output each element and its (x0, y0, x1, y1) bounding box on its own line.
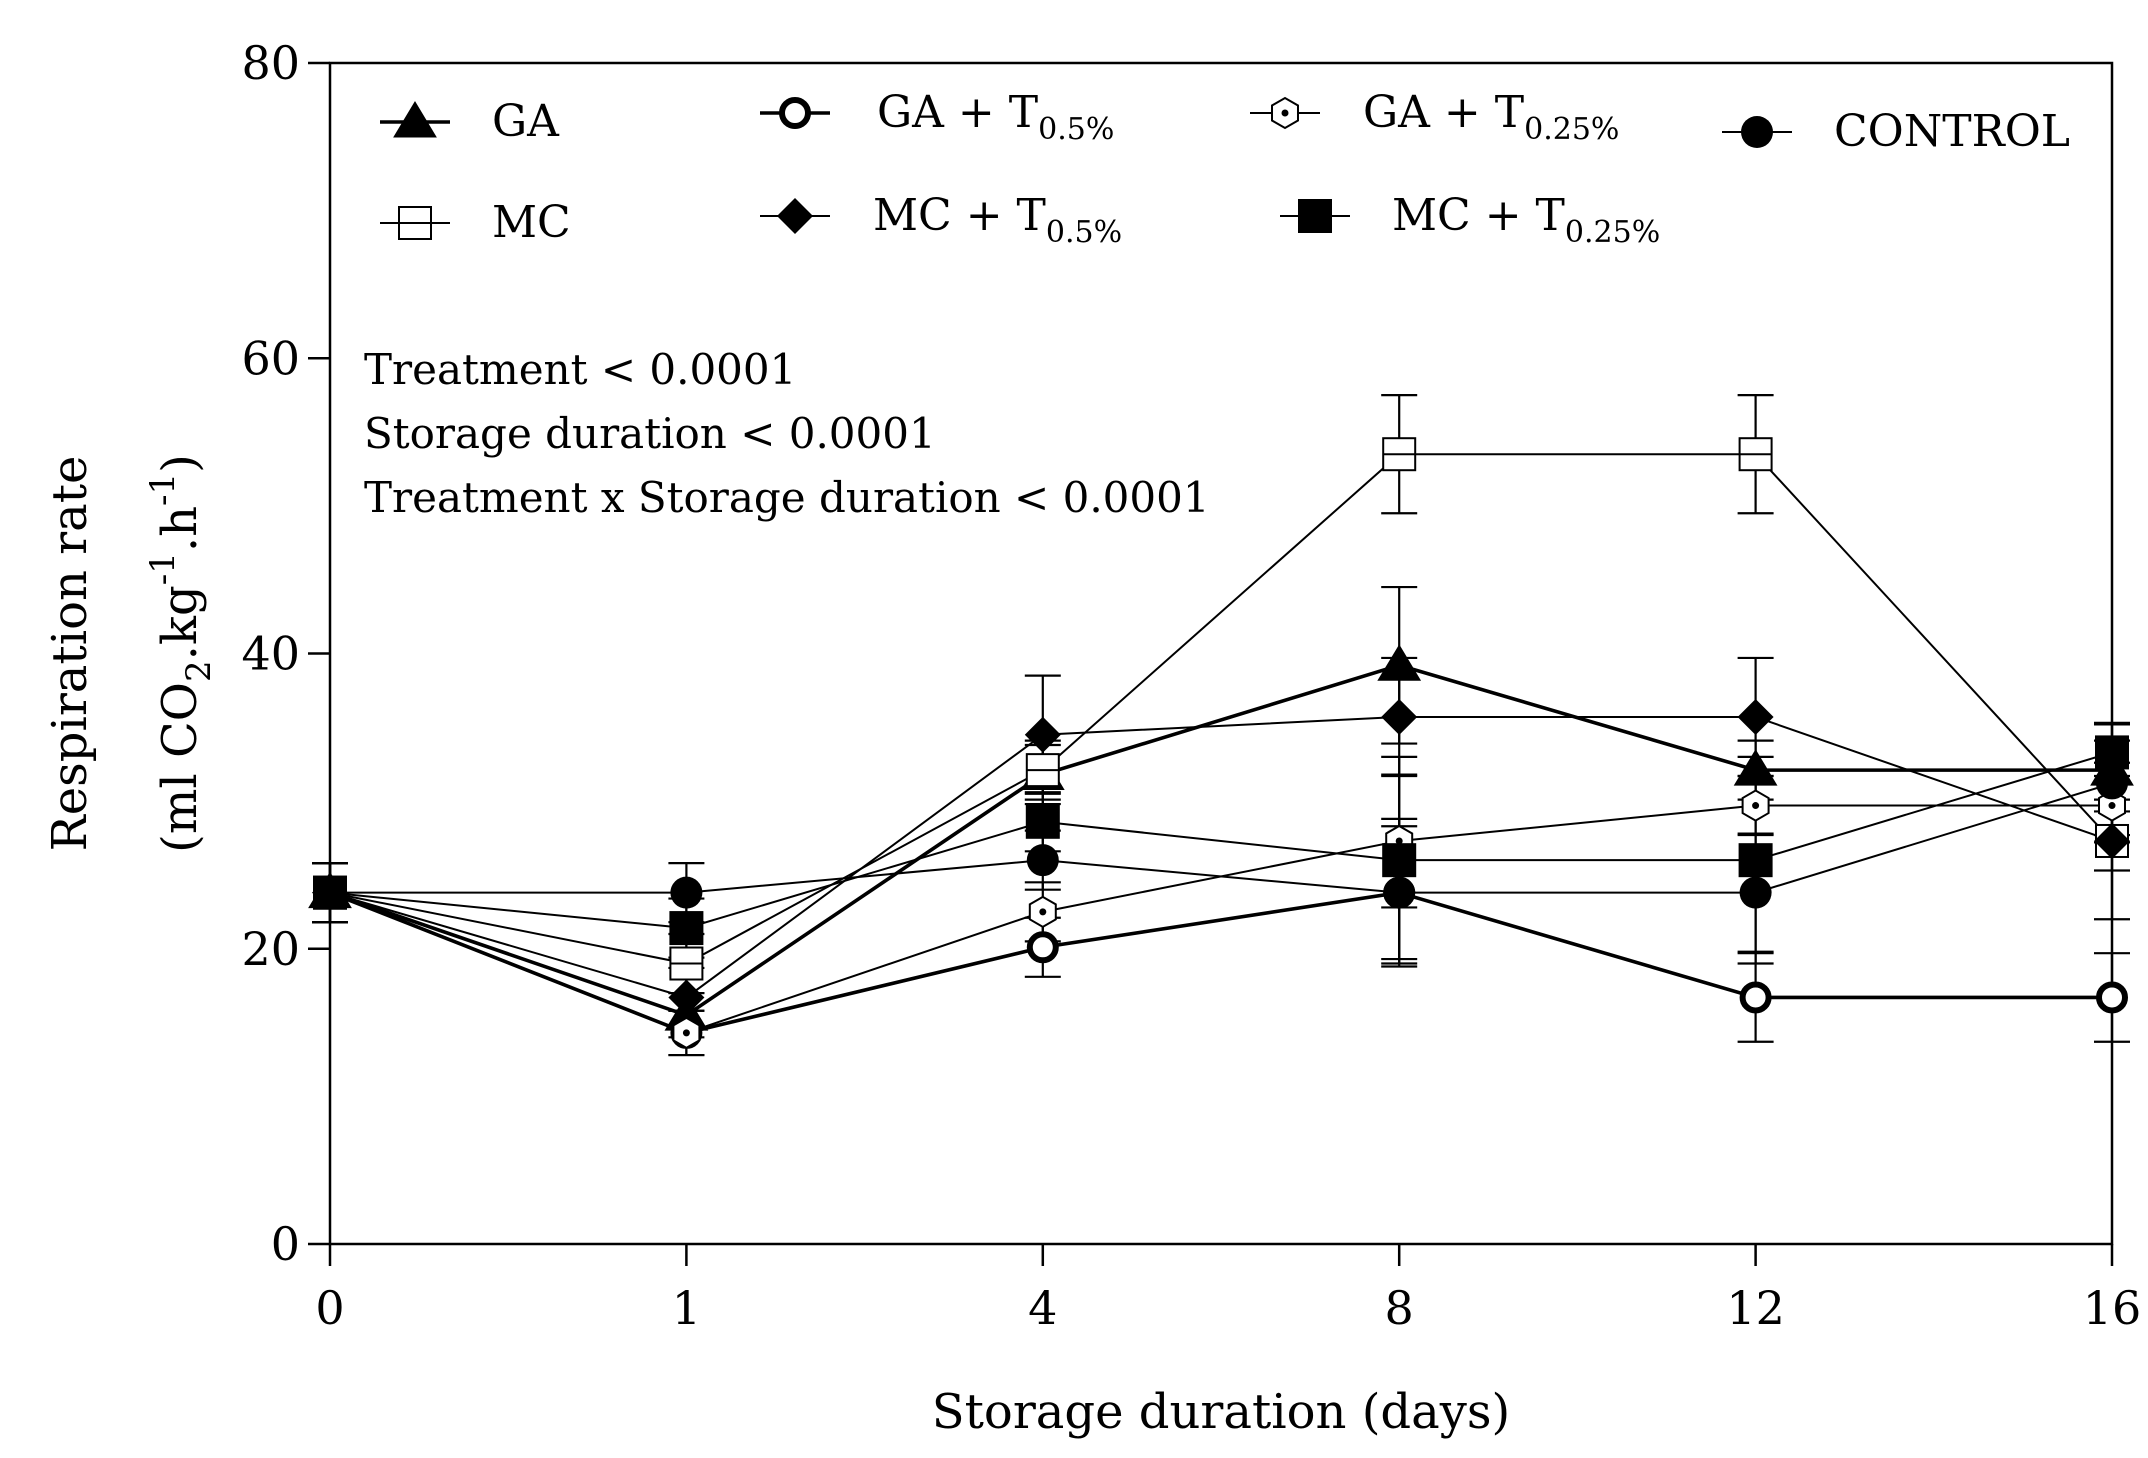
legend-item: MC (380, 197, 571, 248)
legend-label-main: CONTROL (1834, 106, 2070, 157)
legend-label-sub: 0.5% (1046, 215, 1122, 250)
legend-label: GA + T0.5% (877, 87, 1114, 147)
data-point (2094, 822, 2130, 859)
data-point (1739, 876, 1772, 909)
y-axis-unit-part: .h (152, 506, 208, 552)
series-markers-3 (314, 767, 2128, 909)
data-point (1026, 844, 1059, 877)
legend-item: MC + T0.5% (760, 190, 1122, 250)
series-line (329, 715, 2113, 999)
y-tick-label: 0 (271, 1217, 300, 1271)
legend-item: GA (380, 96, 560, 147)
legend-label-sub: 0.25% (1565, 215, 1660, 250)
data-point (1738, 843, 1773, 878)
y-axis-unit-part: ) (152, 454, 208, 473)
y-tick-label: 60 (241, 331, 300, 385)
series-line (329, 453, 2113, 965)
legend-label-sub: 0.5% (1038, 112, 1114, 147)
stats-annotation: Treatment < 0.0001 (364, 345, 796, 394)
series-3 (312, 723, 2130, 968)
x-tick-label: 0 (315, 1281, 344, 1335)
data-point (1026, 931, 1059, 964)
legend-marker (1741, 116, 1773, 148)
series-markers-0 (308, 644, 2134, 1031)
x-tick-label: 1 (672, 1281, 701, 1335)
legend-item: GA + T0.5% (760, 87, 1114, 147)
legend-label-main: GA + T (1363, 87, 1524, 138)
stats-annotation: Storage duration < 0.0001 (364, 409, 936, 458)
legend-marker-dot (1281, 109, 1289, 117)
data-point-dot (1395, 837, 1403, 845)
x-tick-label: 12 (1726, 1281, 1785, 1335)
series-markers-6 (313, 735, 2129, 946)
series-line (329, 663, 2112, 1018)
series-line (330, 782, 2113, 894)
legend-label: CONTROL (1834, 106, 2070, 157)
y-tick-label: 80 (241, 36, 300, 90)
y-axis-unit-part: (ml CO (152, 682, 208, 853)
y-axis-unit-part: -1 (143, 473, 183, 506)
y-axis-title: Respiration rate (42, 456, 98, 852)
stats-annotation: Treatment x Storage duration < 0.0001 (364, 473, 1210, 522)
legend-item: GA + T0.25% (1250, 87, 1619, 147)
series-line (329, 751, 2113, 930)
data-point (668, 979, 705, 1016)
data-point (1737, 698, 1774, 735)
legend-item: MC + T0.25% (1280, 190, 1660, 250)
legend-label-main: MC + T (873, 190, 1046, 241)
legend-label-main: GA (492, 96, 560, 147)
legend-marker (779, 97, 811, 129)
x-axis-title: Storage duration (days) (932, 1384, 1510, 1440)
legend-label-sub: 0.25% (1524, 112, 1619, 147)
data-point (2096, 767, 2128, 800)
y-axis-unit: (ml CO2.kg-1.h-1) (143, 454, 219, 853)
data-point (669, 911, 704, 946)
legend-label-main: GA + T (877, 87, 1038, 138)
series-0 (312, 585, 2130, 1039)
data-point (1733, 749, 1778, 786)
legend-label: GA + T0.25% (1363, 87, 1619, 147)
legend-label: MC (492, 197, 571, 248)
x-tick-label: 8 (1385, 1281, 1414, 1335)
legend-label-main: MC + T (1392, 190, 1565, 241)
y-axis-unit-part: 2 (179, 660, 219, 682)
data-point-dot (682, 1029, 690, 1037)
data-point (1381, 698, 1418, 735)
series-5 (312, 656, 2130, 1029)
x-tick-label: 16 (2083, 1281, 2142, 1335)
y-axis-unit-part: .kg (152, 585, 208, 660)
series-2 (312, 773, 2130, 1057)
data-point-dot (1039, 908, 1047, 916)
plot-frame (328, 61, 2114, 1246)
data-point-dot (2108, 802, 2116, 810)
legend-marker (777, 198, 813, 234)
series-line (329, 890, 2112, 1035)
series-6 (312, 721, 2130, 965)
data-point (670, 876, 703, 909)
data-point (1739, 981, 1772, 1014)
data-point (1025, 804, 1060, 839)
series-markers-1 (314, 876, 2128, 1049)
legend-marker (393, 101, 437, 138)
legend-label: MC + T0.5% (873, 190, 1122, 250)
data-point (1377, 644, 1422, 681)
y-axis-unit-part: -1 (143, 552, 183, 585)
data-point (2095, 735, 2129, 770)
y-tick-label: 40 (241, 627, 300, 681)
data-point (313, 875, 347, 910)
legend-label: GA (492, 96, 560, 147)
data-point (1383, 876, 1416, 909)
data-point-dot (1752, 802, 1760, 810)
data-point (1382, 843, 1417, 878)
y-tick-label: 20 (241, 922, 300, 976)
x-tick-label: 4 (1028, 1281, 1057, 1335)
data-point (1024, 716, 1061, 753)
data-point (2096, 981, 2128, 1014)
legend-item: CONTROL (1722, 106, 2070, 157)
legend-marker (1298, 199, 1332, 233)
legend-label-main: MC (492, 197, 571, 248)
legend-label: MC + T0.25% (1392, 190, 1660, 250)
